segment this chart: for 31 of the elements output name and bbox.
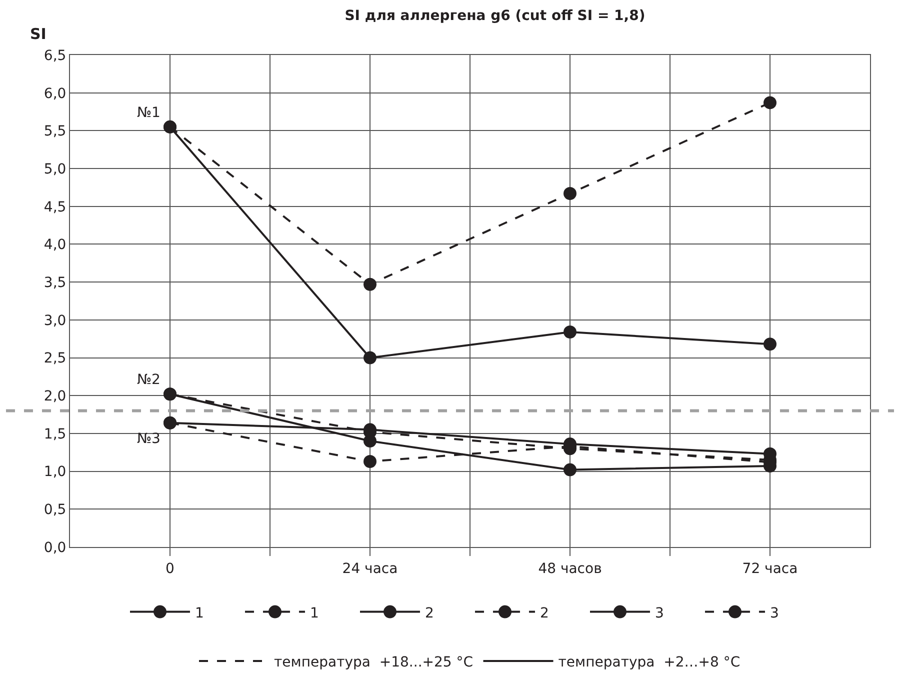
y-tick-label: 4,0 <box>44 237 66 254</box>
y-tick-label: 3,0 <box>44 312 66 329</box>
y-tick-label: 1,5 <box>44 426 66 442</box>
annotation: №2 <box>137 372 160 388</box>
legend-label: температура +18...+25 °C <box>274 654 474 670</box>
y-tick-label: 0,5 <box>44 502 66 518</box>
legend-label: 3 <box>655 605 664 622</box>
legend-label: 2 <box>540 605 549 622</box>
x-tick-label: 48 часов <box>538 560 602 577</box>
y-tick-label: 5,5 <box>44 124 66 140</box>
legend-label: 3 <box>770 605 779 622</box>
y-tick-label: 6,5 <box>44 48 66 64</box>
y-axis-title: SI <box>30 25 46 43</box>
x-tick-label: 72 часа <box>742 560 798 577</box>
y-tick-label: 0,0 <box>44 540 66 556</box>
y-tick-label: 2,5 <box>44 350 66 367</box>
legend-label: 2 <box>425 605 434 622</box>
y-tick-label: 4,5 <box>44 199 66 216</box>
y-tick-label: 3,5 <box>44 274 66 291</box>
y-tick-label: 2,0 <box>44 388 66 405</box>
annotation: №3 <box>137 431 160 447</box>
legend-label: 1 <box>310 605 319 622</box>
legend-label: температура +2…+8 °C <box>558 654 740 670</box>
y-tick-label: 6,0 <box>44 86 66 102</box>
chart-title: SI для аллергена g6 (cut off SI = 1,8) <box>344 8 646 24</box>
x-tick-label: 0 <box>166 560 174 577</box>
y-tick-label: 5,0 <box>44 161 66 178</box>
x-tick-label: 24 часа <box>342 560 398 577</box>
annotation: №1 <box>137 105 160 121</box>
legend-label: 1 <box>195 605 204 622</box>
y-tick-label: 1,0 <box>44 464 66 480</box>
